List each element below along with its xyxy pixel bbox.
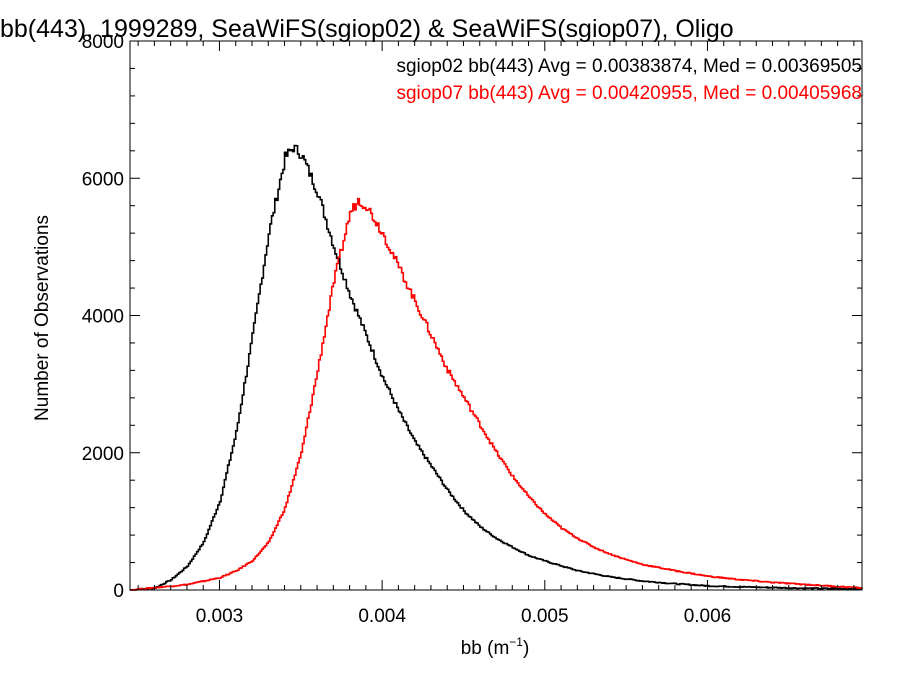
legend-entry-sgiop07: sgiop07 bb(443) Avg = 0.00420955, Med = … xyxy=(396,83,862,104)
legend: sgiop02 bb(443) Avg = 0.00383874, Med = … xyxy=(396,56,862,104)
x-tick-label: 0.003 xyxy=(196,606,244,627)
plot-frame xyxy=(129,40,863,591)
series-line-1 xyxy=(130,144,863,591)
plot-area: 0 2000 4000 6000 8000 0.003 0.004 0.005 0.006 xyxy=(82,32,863,627)
y-tick-label: 2000 xyxy=(82,444,124,465)
y-tick-label: 6000 xyxy=(82,169,124,190)
y-tick-label: 0 xyxy=(113,581,124,602)
legend-entry-sgiop02: sgiop02 bb(443) Avg = 0.00383874, Med = … xyxy=(396,56,862,77)
y-axis-label: Number of Observations xyxy=(32,215,53,421)
series-line-2 xyxy=(130,197,862,591)
y-tick-label: 4000 xyxy=(82,307,124,328)
x-tick-label: 0.004 xyxy=(358,606,406,627)
x-tick-label: 0.005 xyxy=(521,606,569,627)
x-axis-label: bb (m−1) xyxy=(461,635,530,659)
x-tick-label: 0.006 xyxy=(684,606,732,627)
y-tick-label: 8000 xyxy=(82,32,124,53)
chart-title: bb(443), 1999289, SeaWiFS(sgiop02) & Sea… xyxy=(0,15,734,43)
